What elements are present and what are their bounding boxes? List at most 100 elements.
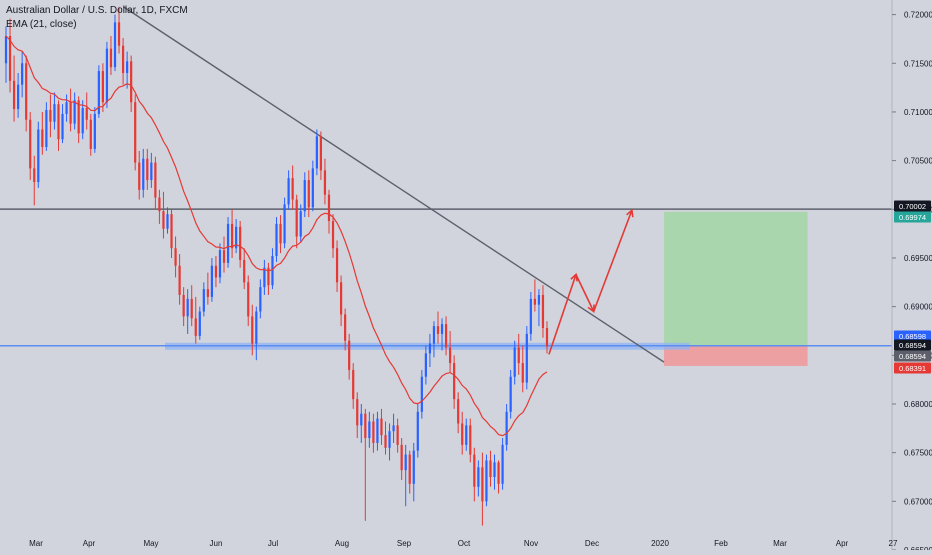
time-axis[interactable]: Mar Apr May Jun Jul Aug Sep Oct Nov Dec 2020 Feb Mar… [29,539,898,548]
candle-body [364,413,367,439]
candle-body [352,369,355,400]
candle-body [541,294,545,329]
price-tags: 0.700020.699740.685980.685940.685940.683… [894,200,931,374]
candle-body [162,211,165,229]
candle-body [4,36,8,64]
candle-body [267,267,270,286]
price-tag-label: 0.68391 [899,364,926,373]
candle-body [174,248,177,266]
indicator-label[interactable]: EMA (21, close) [6,19,77,30]
candle-body [271,256,274,286]
time-tick-label: Jul [268,539,278,548]
time-tick-label: Nov [524,539,538,548]
candle-body [440,324,444,334]
candle-body [339,282,343,315]
candle-body [493,462,496,477]
candle-body [222,250,226,263]
time-tick-label: 2020 [651,539,669,548]
candle-body [12,80,16,110]
candle-body [327,194,331,221]
candle-body [392,425,395,432]
price-tag-label: 0.68594 [899,341,926,350]
candle-body [166,214,169,229]
candle-body [93,113,96,149]
price-tag [894,211,931,223]
candle-body [509,376,512,412]
candle-body [263,267,266,288]
candle-body [206,289,209,297]
candle-body [113,22,117,68]
price-tag [894,200,931,212]
trendline [123,6,665,363]
price-tag-label: 0.68598 [899,332,926,341]
candle-body [299,211,302,237]
candle-body [444,324,448,348]
candle-body [283,204,286,244]
candle-body [360,413,363,426]
time-tick-label: Mar [773,539,787,548]
price-tick-label: 0.70500 [904,157,932,166]
candle-body [243,259,246,283]
candle-body [424,353,427,377]
candle-body [186,298,189,317]
candle-body [356,399,359,426]
candle-body [33,168,36,183]
candle-body [481,467,484,502]
candle-body [436,326,440,334]
candle-body [400,444,403,471]
price-tag [894,362,931,374]
price-tick-label: 0.67500 [904,449,932,458]
candle-body [323,170,327,195]
candle-body [198,311,201,336]
candle-body [117,22,121,46]
candle-body [529,298,532,334]
candle-body [376,418,379,443]
candle-body [279,223,282,244]
candle-body [146,158,149,181]
candle-body [150,162,153,181]
candle-body [77,100,80,134]
candle-body [344,314,347,341]
candle-body [372,421,375,443]
candle-body [457,399,460,424]
candle-body [121,45,125,74]
candle-body [105,48,109,103]
candle-body [89,119,92,149]
candle-body [521,363,524,383]
candle-body [45,110,48,147]
time-tick-label: Mar [29,539,43,548]
candle-body [251,316,254,344]
candle-body [134,102,137,163]
candle-body [8,36,12,81]
candle-body [239,226,242,260]
candle-body [109,48,113,68]
candle-body [218,250,222,278]
target-zone [664,211,808,347]
price-tick-label: 0.68000 [904,400,932,409]
candle-body [230,223,234,249]
candle-body [485,460,488,502]
candle-body [408,454,411,484]
candle-body [65,102,68,114]
path-segment [575,274,595,312]
candle-body [97,71,100,114]
candle-body [501,444,504,484]
candle-body [154,162,157,198]
candle-body [420,376,423,412]
candle-body [525,333,528,383]
candle-body [202,289,205,312]
symbol-title[interactable]: Australian Dollar / U.S. Dollar, 1D, FXC… [6,5,188,16]
price-tag-label: 0.69974 [899,213,926,222]
price-tick-label: 0.72000 [904,11,932,20]
candle-body [416,411,419,451]
candle-body [29,119,32,169]
candle-body [37,129,40,183]
candle-body [295,199,298,237]
candle-body [214,265,218,278]
candle-body [307,180,310,208]
candle-body [25,63,28,120]
candle-body [142,158,145,190]
arrow-head [626,208,634,218]
